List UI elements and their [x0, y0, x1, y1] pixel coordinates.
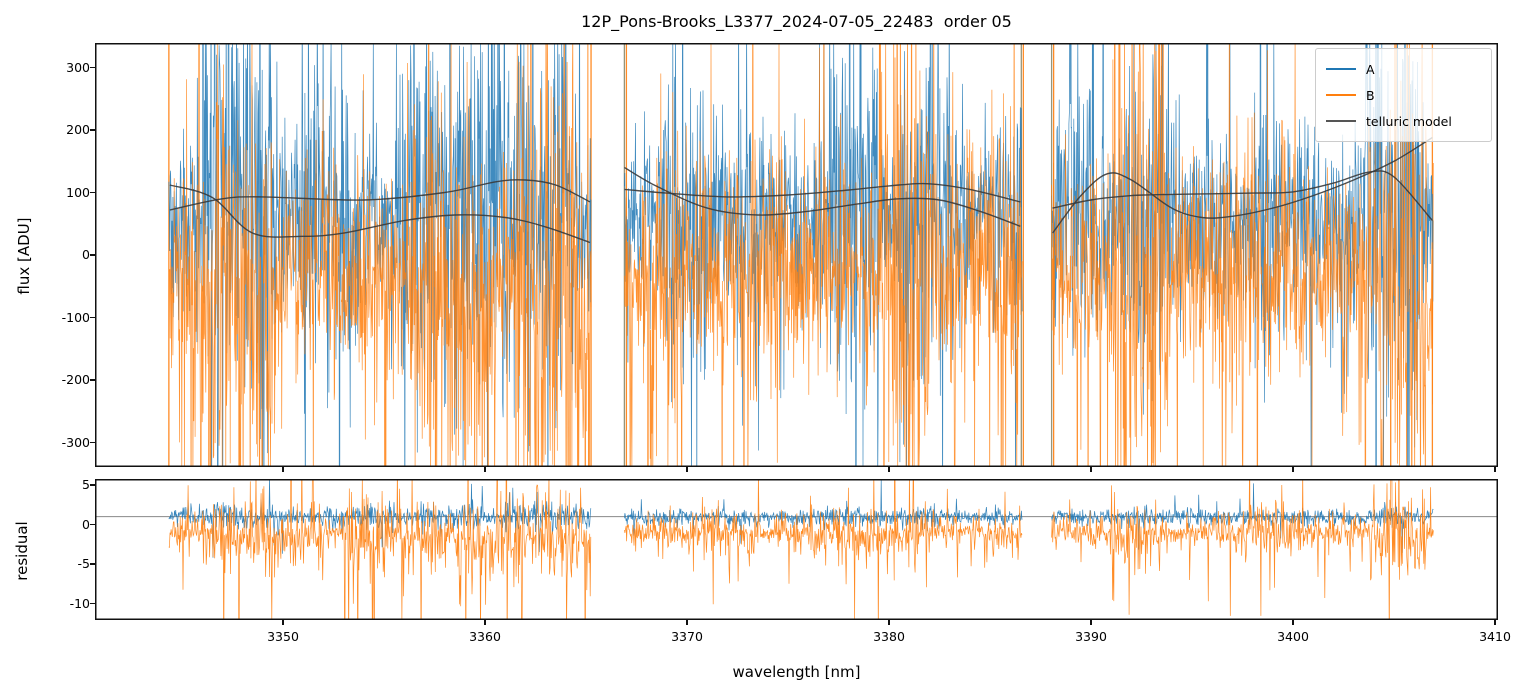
tick-mark [686, 467, 688, 472]
tick-label: 200 [66, 122, 90, 137]
tick-mark [1292, 620, 1294, 625]
tick-mark [484, 467, 486, 472]
tick-mark [90, 563, 95, 565]
tick-label: 3380 [873, 629, 905, 644]
flux-panel: A B telluric model [95, 43, 1498, 467]
tick-label: 3360 [469, 629, 501, 644]
legend-entry-a: A [1326, 56, 1481, 82]
tick-mark [1090, 467, 1092, 472]
tick-mark [90, 66, 95, 69]
tick-mark [282, 620, 284, 625]
tick-mark [90, 602, 95, 605]
legend-entry-telluric: telluric model [1326, 108, 1481, 134]
tick-mark [888, 620, 890, 625]
tick-mark [1090, 620, 1092, 625]
legend-line-b [1326, 94, 1356, 96]
tick-mark [282, 467, 284, 472]
tick-mark [90, 484, 95, 486]
tick-label: 300 [66, 59, 90, 75]
tick-mark [90, 379, 95, 381]
tick-label: 100 [66, 184, 90, 200]
tick-label: -300 [61, 434, 90, 450]
legend-line-a [1326, 68, 1356, 70]
tick-label: 3390 [1075, 629, 1107, 644]
tick-mark [90, 254, 95, 256]
tick-label: 0 [82, 247, 90, 262]
legend: A B telluric model [1315, 48, 1492, 142]
legend-entry-b: B [1326, 82, 1481, 108]
legend-line-telluric [1326, 120, 1356, 122]
chart-title: 12P_Pons-Brooks_L3377_2024-07-05_22483 o… [581, 12, 1012, 31]
tick-mark [90, 129, 95, 131]
tick-mark [888, 467, 890, 472]
tick-label: 0 [82, 516, 90, 532]
tick-label: 3370 [671, 629, 703, 644]
tick-mark [90, 523, 95, 526]
tick-mark [686, 620, 688, 625]
tick-mark [90, 316, 95, 319]
tick-label: 3410 [1479, 629, 1511, 644]
tick-label: -200 [61, 372, 90, 387]
tick-label: 3400 [1277, 629, 1309, 644]
legend-label-b: B [1366, 87, 1375, 103]
tick-label: -5 [77, 556, 90, 571]
residual-axis-label: residual [13, 521, 31, 581]
tick-label: 5 [82, 477, 90, 492]
residual-panel [95, 479, 1498, 620]
legend-label-telluric: telluric model [1366, 113, 1452, 129]
flux-plot-svg [95, 43, 1498, 467]
tick-label: 3350 [267, 629, 299, 644]
tick-mark [484, 620, 486, 625]
residual-plot-svg [95, 479, 1498, 620]
x-axis-label: wavelength [nm] [732, 663, 861, 681]
tick-mark [1292, 467, 1294, 472]
tick-label: -10 [69, 595, 90, 611]
tick-mark [90, 441, 95, 444]
legend-label-a: A [1366, 61, 1375, 77]
tick-mark [1494, 467, 1496, 472]
tick-mark [1494, 620, 1496, 625]
tick-label: -100 [61, 309, 90, 325]
tick-mark [90, 191, 95, 194]
